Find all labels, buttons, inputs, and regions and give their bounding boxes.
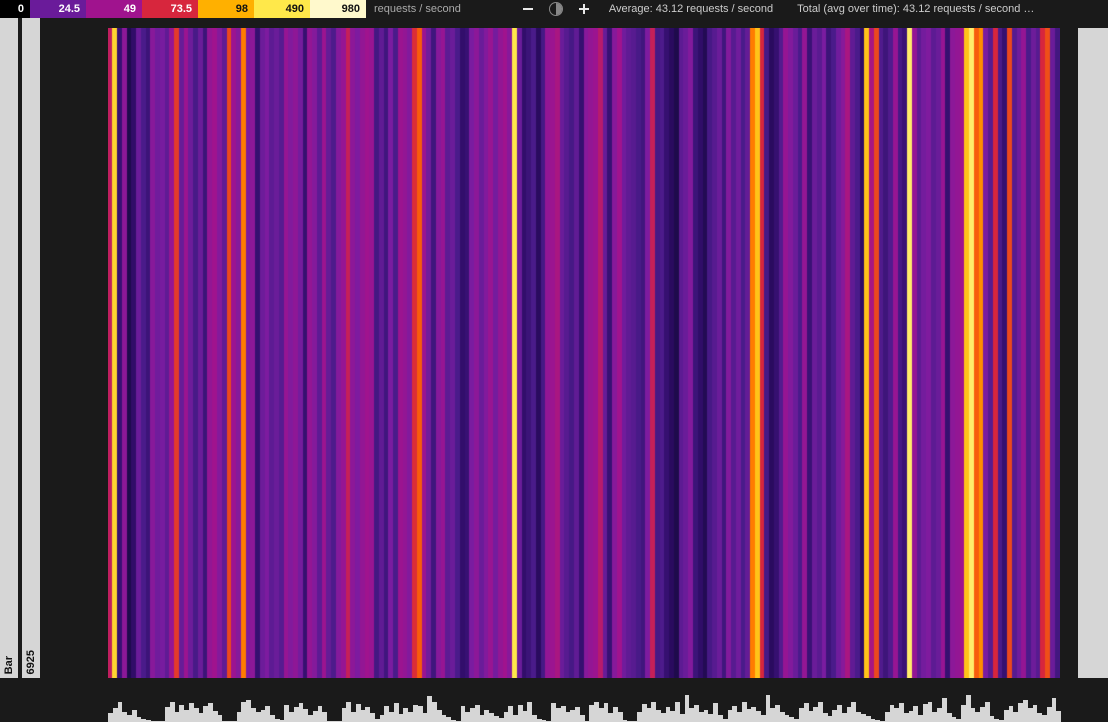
legend-swatches: 024.54973.598490980: [0, 0, 366, 18]
rail-bar-label: Bar: [3, 652, 15, 678]
stats: Average: 43.12 requests / second Total (…: [609, 0, 1035, 18]
contrast-toggle[interactable]: [549, 2, 563, 16]
zoom-in-button[interactable]: [577, 2, 591, 16]
zoom-out-button[interactable]: [521, 2, 535, 16]
legend-unit: requests / second: [374, 0, 461, 18]
zoom-controls: [521, 0, 591, 18]
legend-swatch: 0: [0, 0, 30, 18]
legend-swatch: 24.5: [30, 0, 86, 18]
left-rails: Bar 6925: [0, 18, 42, 678]
rail-count[interactable]: 6925: [22, 18, 40, 678]
minibar-chart[interactable]: [108, 684, 1060, 722]
minibar: [1056, 711, 1061, 722]
stat-total: Total (avg over time): 43.12 requests / …: [797, 3, 1034, 15]
rail-bar[interactable]: Bar: [0, 18, 18, 678]
scrollbar-vertical[interactable]: [1078, 28, 1108, 678]
legend-swatch: 490: [254, 0, 310, 18]
legend-swatch: 73.5: [142, 0, 198, 18]
legend-swatch: 980: [310, 0, 366, 18]
contrast-icon: [549, 2, 563, 16]
legend-swatch: 98: [198, 0, 254, 18]
rail-count-label: 6925: [25, 646, 37, 678]
stat-average: Average: 43.12 requests / second: [609, 3, 773, 15]
heatmap[interactable]: [108, 28, 1060, 678]
main-area: Bar 6925: [0, 18, 1108, 722]
topbar: 024.54973.598490980 requests / second Av…: [0, 0, 1108, 18]
legend-swatch: 49: [86, 0, 142, 18]
